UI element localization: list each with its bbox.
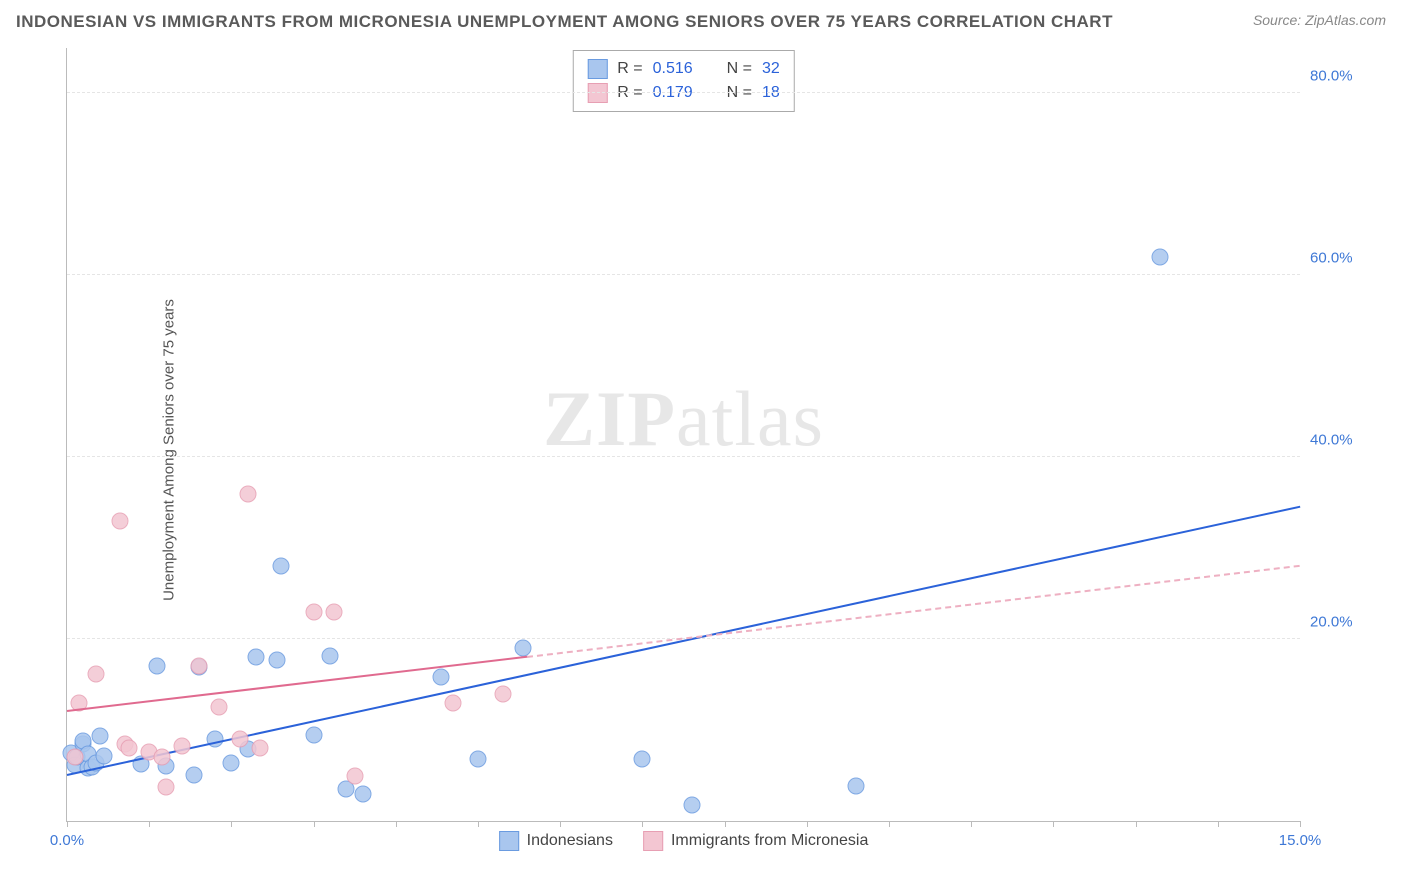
x-tick bbox=[642, 821, 643, 827]
data-point-indo bbox=[272, 558, 289, 575]
data-point-indo bbox=[515, 640, 532, 657]
data-point-micro bbox=[87, 665, 104, 682]
y-tick-label: 20.0% bbox=[1310, 614, 1384, 631]
data-point-indo bbox=[634, 751, 651, 768]
data-point-indo bbox=[91, 727, 108, 744]
watermark: ZIPatlas bbox=[543, 374, 824, 464]
legend-r-value: 0.516 bbox=[653, 60, 705, 78]
data-point-micro bbox=[305, 603, 322, 620]
legend-n-value: 32 bbox=[762, 60, 780, 78]
data-point-micro bbox=[112, 512, 129, 529]
x-tick bbox=[1218, 821, 1219, 827]
trendline-indo bbox=[67, 505, 1300, 775]
data-point-micro bbox=[211, 699, 228, 716]
legend-swatch bbox=[643, 831, 663, 851]
data-point-micro bbox=[494, 685, 511, 702]
data-point-indo bbox=[848, 778, 865, 795]
data-point-micro bbox=[346, 767, 363, 784]
data-point-micro bbox=[239, 485, 256, 502]
data-point-indo bbox=[248, 649, 265, 666]
x-tick bbox=[807, 821, 808, 827]
data-point-micro bbox=[67, 749, 84, 766]
x-tick bbox=[1053, 821, 1054, 827]
data-point-micro bbox=[153, 749, 170, 766]
legend-n-label: N = bbox=[727, 60, 752, 78]
y-tick-label: 40.0% bbox=[1310, 432, 1384, 449]
x-tick bbox=[149, 821, 150, 827]
data-point-indo bbox=[223, 754, 240, 771]
x-tick bbox=[889, 821, 890, 827]
data-point-indo bbox=[268, 652, 285, 669]
legend-swatch bbox=[587, 59, 607, 79]
legend-stat-row: R = 0.516 N = 32 bbox=[587, 57, 779, 81]
x-tick bbox=[396, 821, 397, 827]
data-point-micro bbox=[174, 738, 191, 755]
gridline bbox=[67, 456, 1300, 457]
y-tick-label: 80.0% bbox=[1310, 68, 1384, 85]
x-tick bbox=[560, 821, 561, 827]
legend-label: Immigrants from Micronesia bbox=[671, 832, 868, 850]
x-tick bbox=[725, 821, 726, 827]
legend-swatch bbox=[499, 831, 519, 851]
data-point-indo bbox=[1152, 249, 1169, 266]
x-tick bbox=[1136, 821, 1137, 827]
x-tick bbox=[67, 821, 68, 827]
data-point-micro bbox=[120, 740, 137, 757]
chart-container: Unemployment Among Seniors over 75 years… bbox=[52, 48, 1390, 852]
legend-item: Immigrants from Micronesia bbox=[643, 831, 868, 851]
x-tick bbox=[231, 821, 232, 827]
x-tick-label: 0.0% bbox=[50, 832, 84, 849]
data-point-indo bbox=[433, 669, 450, 686]
data-point-indo bbox=[470, 751, 487, 768]
gridline bbox=[67, 274, 1300, 275]
x-tick bbox=[478, 821, 479, 827]
data-point-micro bbox=[231, 731, 248, 748]
x-tick bbox=[971, 821, 972, 827]
legend-item: Indonesians bbox=[499, 831, 613, 851]
source-label: Source: ZipAtlas.com bbox=[1253, 12, 1386, 28]
data-point-micro bbox=[157, 779, 174, 796]
data-point-indo bbox=[186, 766, 203, 783]
data-point-indo bbox=[305, 726, 322, 743]
data-point-indo bbox=[322, 647, 339, 664]
data-point-micro bbox=[252, 740, 269, 757]
data-point-indo bbox=[149, 658, 166, 675]
legend-label: Indonesians bbox=[527, 832, 613, 850]
y-tick-label: 60.0% bbox=[1310, 250, 1384, 267]
data-point-indo bbox=[95, 747, 112, 764]
data-point-micro bbox=[445, 694, 462, 711]
x-tick bbox=[1300, 821, 1301, 827]
data-point-indo bbox=[683, 796, 700, 813]
x-tick-label: 15.0% bbox=[1279, 832, 1322, 849]
scatter-plot: ZIPatlas R =0.516N =32R =0.179N =18 Indo… bbox=[66, 48, 1300, 822]
data-point-micro bbox=[326, 603, 343, 620]
legend-r-label: R = bbox=[617, 60, 642, 78]
data-point-micro bbox=[190, 658, 207, 675]
chart-title: INDONESIAN VS IMMIGRANTS FROM MICRONESIA… bbox=[16, 12, 1113, 32]
gridline bbox=[67, 92, 1300, 93]
data-point-indo bbox=[354, 785, 371, 802]
trendline-micro bbox=[527, 564, 1300, 657]
x-tick bbox=[314, 821, 315, 827]
legend-series: Indonesians Immigrants from Micronesia bbox=[499, 831, 869, 851]
legend-stats-box: R =0.516N =32R =0.179N =18 bbox=[572, 50, 794, 112]
